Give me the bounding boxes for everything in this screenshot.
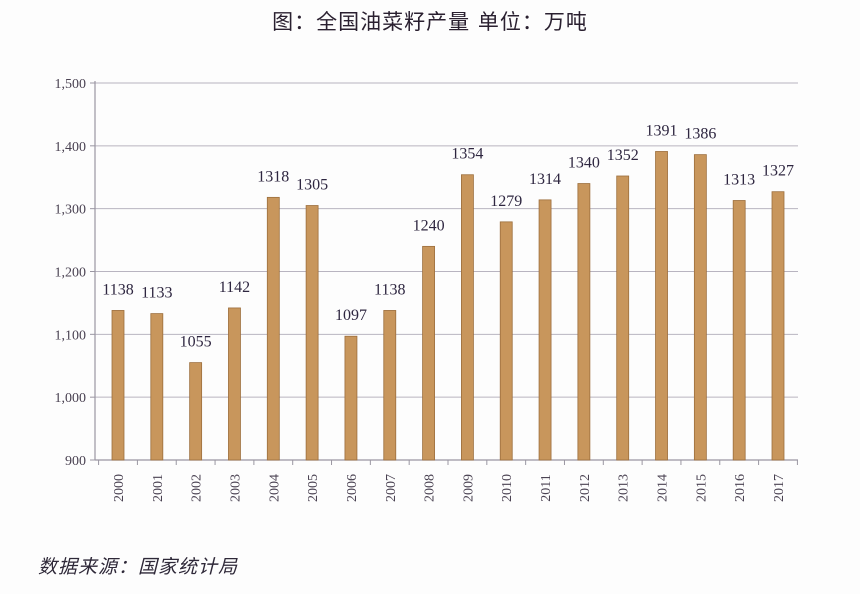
x-tick-label-2001: 2001 xyxy=(151,474,166,502)
bar-2013 xyxy=(616,175,630,461)
bar-2000 xyxy=(111,310,125,461)
data-source-note: 数据来源：国家统计局 xyxy=(38,556,239,578)
y-tick-label: 1,100 xyxy=(55,328,87,343)
bar-2016 xyxy=(732,200,746,461)
bars xyxy=(111,151,785,461)
x-tick-label-2012: 2012 xyxy=(578,474,593,502)
bar-2011 xyxy=(538,199,552,461)
bar-2014 xyxy=(655,151,668,461)
data-label-2012: 1340 xyxy=(568,155,600,172)
x-tick-label-2003: 2003 xyxy=(228,474,243,502)
bar-2003 xyxy=(228,307,241,461)
data-label-2015: 1386 xyxy=(684,126,716,143)
y-axis-ticks: 900 1,000 1,100 1,200 1,300 1,400 1,500 xyxy=(55,77,95,469)
x-tick-label-2004: 2004 xyxy=(267,474,282,502)
bar-2006 xyxy=(344,335,358,461)
x-tick-label-2000: 2000 xyxy=(112,474,127,502)
x-tick-label-2002: 2002 xyxy=(190,474,205,502)
data-label-2014: 1391 xyxy=(646,122,678,139)
bar-2010 xyxy=(499,221,513,461)
x-tick-label-2016: 2016 xyxy=(733,474,748,502)
data-label-2006: 1097 xyxy=(335,307,367,324)
data-label-2009: 1354 xyxy=(451,146,483,163)
bar-2007 xyxy=(383,310,397,461)
bar-2008 xyxy=(422,245,435,461)
x-tick-label-2015: 2015 xyxy=(694,474,709,502)
data-labels: 1138 1133 1055 1142 1318 1305 1097 1138 1240 1354… xyxy=(102,122,794,350)
bar-2004 xyxy=(266,196,280,461)
bar-2012 xyxy=(577,183,591,461)
data-label-2005: 1305 xyxy=(296,177,328,194)
x-tick-label-2014: 2014 xyxy=(656,474,671,502)
data-label-2000: 1138 xyxy=(102,281,133,298)
data-label-2003: 1142 xyxy=(219,279,250,296)
data-label-2016: 1313 xyxy=(723,171,755,188)
x-tick-label-2006: 2006 xyxy=(345,474,360,502)
x-tick-label-2010: 2010 xyxy=(500,474,515,502)
bar-2001 xyxy=(150,313,164,461)
bar-2002 xyxy=(189,362,203,461)
x-tick-label-2005: 2005 xyxy=(306,474,321,502)
data-label-2001: 1133 xyxy=(141,285,172,302)
y-tick-label: 900 xyxy=(65,454,86,469)
data-label-2013: 1352 xyxy=(607,147,639,164)
x-tick-label-2008: 2008 xyxy=(423,474,438,502)
data-label-2010: 1279 xyxy=(490,193,522,210)
x-axis-ticks: 2000 2001 2002 2003 2004 2005 2006 2007 2008 2009… xyxy=(98,460,798,502)
data-label-2004: 1318 xyxy=(257,168,289,185)
x-tick-label-2007: 2007 xyxy=(384,474,399,502)
x-tick-label-2017: 2017 xyxy=(772,474,787,502)
gridlines xyxy=(95,82,798,398)
data-label-2007: 1138 xyxy=(374,281,405,298)
data-label-2011: 1314 xyxy=(529,171,561,188)
y-tick-label: 1,500 xyxy=(55,77,87,92)
bar-2017 xyxy=(771,191,785,461)
data-label-2002: 1055 xyxy=(180,334,212,351)
y-tick-label: 1,200 xyxy=(55,266,87,281)
chart-title: 图：全国油菜籽产量 单位：万吨 xyxy=(272,10,588,34)
y-tick-label: 1,000 xyxy=(55,391,87,406)
bar-2009 xyxy=(461,174,474,461)
x-tick-label-2013: 2013 xyxy=(617,474,632,502)
bar-2015 xyxy=(693,154,707,461)
y-tick-label: 1,400 xyxy=(55,140,87,155)
data-label-2008: 1240 xyxy=(413,217,445,234)
bar-2005 xyxy=(305,205,319,461)
y-tick-label: 1,300 xyxy=(55,203,87,218)
x-tick-label-2011: 2011 xyxy=(539,474,554,501)
data-label-2017: 1327 xyxy=(762,163,794,180)
x-tick-label-2009: 2009 xyxy=(461,474,476,502)
